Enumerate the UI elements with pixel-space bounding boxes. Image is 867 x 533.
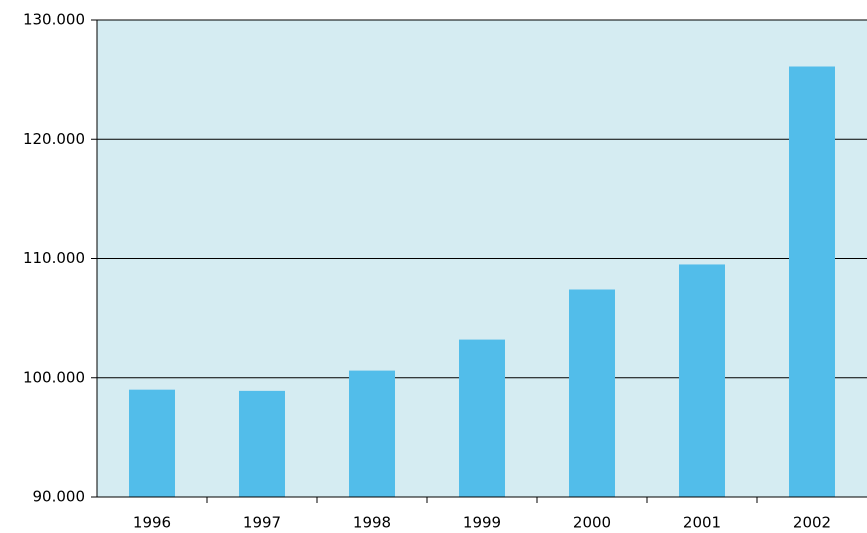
bar	[349, 370, 395, 497]
bar	[239, 390, 285, 497]
bar	[459, 339, 505, 497]
bar	[129, 389, 175, 497]
x-tick-label: 2000	[573, 514, 611, 532]
y-tick-label: 110.000	[23, 249, 85, 267]
y-tick-label: 100.000	[23, 368, 85, 386]
y-tick-label: 130.000	[23, 11, 85, 29]
x-tick-label: 2002	[793, 514, 831, 532]
x-tick-label: 1997	[243, 514, 281, 532]
bar	[569, 289, 615, 497]
x-tick-label: 2001	[683, 514, 721, 532]
y-tick-label: 90.000	[33, 488, 86, 506]
bar	[789, 66, 835, 497]
x-tick-label: 1996	[133, 514, 171, 532]
bar	[679, 264, 725, 497]
x-tick-label: 1998	[353, 514, 391, 532]
y-tick-label: 120.000	[23, 130, 85, 148]
x-tick-label: 1999	[463, 514, 501, 532]
